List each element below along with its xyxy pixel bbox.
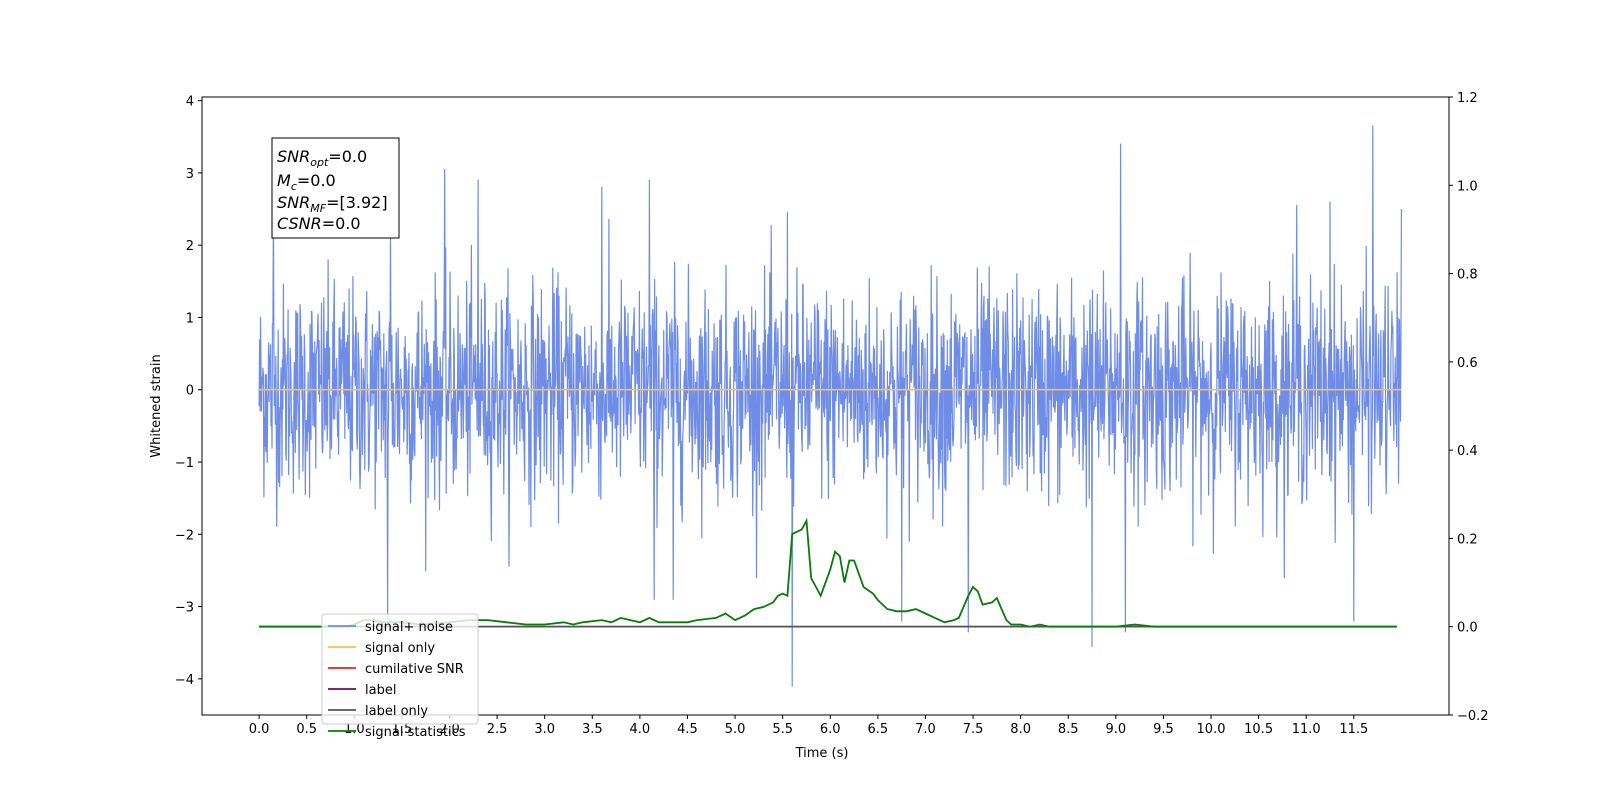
y-tick-label: 0 [186, 384, 194, 399]
x-tick-label: 4.0 [630, 722, 651, 737]
x-tick-label: 0.0 [249, 722, 270, 737]
x-tick-label: 7.0 [915, 722, 936, 737]
ann-csnr-sym: CSNR [277, 214, 322, 233]
ann-snr-opt-val: =0.0 [328, 147, 367, 166]
y-tick-label: −1 [175, 456, 194, 471]
x-tick-label: 5.5 [772, 722, 793, 737]
ann-csnr-val: =0.0 [322, 214, 361, 233]
x-tick-label: 5.0 [725, 722, 746, 737]
series-signal-statistics [259, 517, 1397, 628]
y-tick-label: 3 [186, 167, 194, 182]
svg-text:CSNR=0.0: CSNR=0.0 [277, 214, 361, 233]
ann-snr-opt-sym: SNR [277, 147, 310, 166]
y2-tick-label: 0.8 [1457, 268, 1478, 283]
ann-mc-sym: M [277, 171, 291, 190]
y2-tick-label: 0.4 [1457, 444, 1478, 459]
x-tick-label: 3.5 [582, 722, 603, 737]
ann-snr-opt-sub: opt [310, 156, 329, 169]
y2-tick-label: 0.2 [1457, 532, 1478, 547]
y2-tick-label: 1.0 [1457, 179, 1478, 194]
axes-frame [201, 96, 1450, 716]
y2-tick-label: −0.2 [1457, 709, 1489, 724]
y-tick-label: −3 [175, 601, 194, 616]
x-tick-label: 11.5 [1339, 722, 1368, 737]
legend-label: label only [365, 704, 428, 719]
legend-label: signal statistics [365, 725, 466, 740]
y2-tick-label: 0.6 [1457, 356, 1478, 371]
y-tick-label: −4 [175, 673, 194, 688]
ann-mc-val: =0.0 [297, 171, 336, 190]
x-tick-label: 8.0 [1010, 722, 1031, 737]
x-tick-label: 6.5 [868, 722, 889, 737]
y-ticks: 4 3 2 1 0 −1 −2 −3 −4 [175, 95, 202, 688]
legend-label: signal+ noise [365, 620, 453, 635]
ann-snr-mf-val: =[3.92] [326, 193, 388, 212]
x-tick-label: 2.0 [439, 722, 460, 737]
x-tick-label: 1.5 [392, 722, 413, 737]
svg-text:SNRopt=0.0: SNRopt=0.0 [277, 147, 367, 169]
x-axis-label: Time (s) [795, 746, 849, 761]
y-tick-label: 4 [186, 95, 194, 110]
x-tick-label: 9.0 [1105, 722, 1126, 737]
y-tick-label: 2 [186, 239, 194, 254]
x-tick-label: 11.0 [1292, 722, 1321, 737]
x-tick-label: 10.5 [1244, 722, 1273, 737]
x-tick-label: 1.0 [344, 722, 365, 737]
x-tick-label: 10.0 [1197, 722, 1226, 737]
x-tick-label: 7.5 [963, 722, 984, 737]
ann-snr-mf-sym: SNR [277, 193, 310, 212]
y2-tick-label: 0.0 [1457, 621, 1478, 636]
x-tick-label: 4.5 [677, 722, 698, 737]
x-tick-label: 9.5 [1153, 722, 1174, 737]
annotation-box: SNRopt=0.0 Mc=0.0 SNRMF=[3.92] CSNR=0.0 [271, 137, 400, 239]
x-tick-label: 2.5 [487, 722, 508, 737]
x-tick-label: 0.5 [296, 722, 317, 737]
x-tick-label: 6.0 [820, 722, 841, 737]
ann-mc-sub: c [291, 180, 297, 193]
svg-text:SNRMF=[3.92]: SNRMF=[3.92] [277, 193, 388, 215]
y2-ticks: 1.2 1.0 0.8 0.6 0.4 0.2 0.0 −0.2 [1449, 91, 1489, 724]
x-tick-label: 3.0 [534, 722, 555, 737]
legend-label: signal only [365, 641, 435, 656]
y-tick-label: −2 [175, 528, 194, 543]
legend-label: label [365, 683, 396, 698]
svg-text:Mc=0.0: Mc=0.0 [277, 171, 336, 193]
legend-label: cumilative SNR [365, 662, 464, 677]
y2-tick-label: 1.2 [1457, 91, 1478, 106]
legend: signal+ noise signal only cumilative SNR la… [321, 613, 479, 740]
y-tick-label: 1 [186, 311, 194, 326]
ann-snr-mf-sub: MF [310, 202, 326, 215]
series-signal-noise [258, 125, 1402, 687]
x-ticks: 0.0 0.5 1.0 1.5 2.0 2.5 3.0 3.5 4.0 4.5 5.0 5.5 6.0 6… [249, 715, 1368, 737]
x-tick-label: 8.5 [1058, 722, 1079, 737]
y-axis-label: Whitened strain [149, 354, 164, 457]
